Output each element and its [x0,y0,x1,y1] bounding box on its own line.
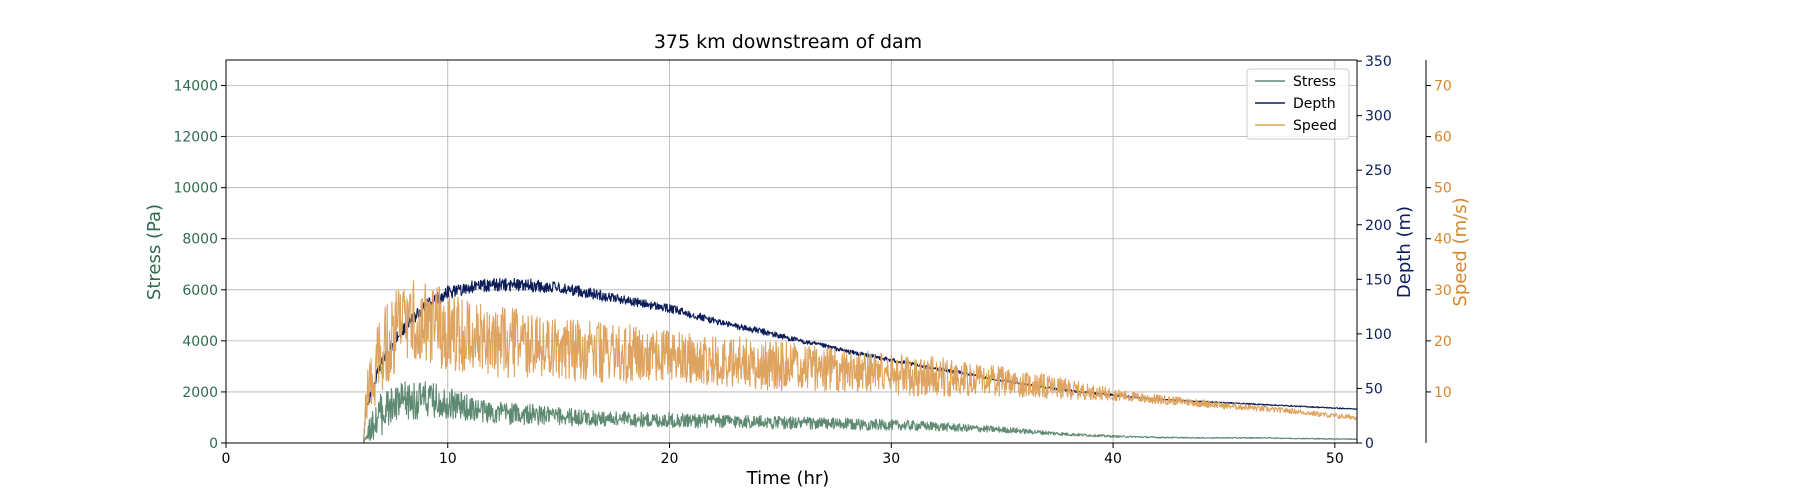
stress-tick-label: 10000 [173,181,218,197]
stress-tick-label: 14000 [173,79,218,95]
plot-frame [225,59,1358,444]
depth-tick-label: 50 [1365,381,1383,397]
plot-area [225,277,1358,444]
x-tick-label: 40 [1104,451,1122,467]
legend-label-stress: Stress [1293,74,1336,90]
stress-tick-label: 4000 [182,334,218,350]
stress-tick-label: 0 [209,436,218,452]
ticks: 0 10 20 30 40 5002000400060008000100001200014… [173,54,1451,467]
stress-tick-label: 12000 [173,130,218,146]
depth-tick-label: 350 [1365,54,1392,70]
legend-label-speed: Speed [1293,118,1337,134]
depth-tick-label: 300 [1365,109,1392,125]
depth-tick-label: 100 [1365,327,1392,343]
axes-frame [225,59,1427,444]
series-line-stress [225,381,1358,444]
depth-tick-label: 200 [1365,218,1392,234]
chart-title: 375 km downstream of dam [654,31,922,53]
speed-tick-label: 70 [1434,79,1452,95]
x-tick-label: 0 [222,451,231,467]
stress-tick-label: 2000 [182,385,218,401]
speed-tick-label: 20 [1434,334,1452,350]
legend-label-depth: Depth [1293,96,1336,112]
x-tick-label: 50 [1326,451,1344,467]
speed-tick-label: 30 [1434,283,1452,299]
x-tick-label: 20 [661,451,679,467]
x-axis-label: Time (hr) [746,468,830,489]
speed-tick-label: 40 [1434,232,1452,248]
y-axis-label-stress: Stress (Pa) [144,204,165,300]
depth-tick-label: 250 [1365,163,1392,179]
stress-tick-label: 6000 [182,283,218,299]
series-line-speed [225,279,1358,444]
x-tick-label: 30 [882,451,900,467]
stress-tick-label: 8000 [182,232,218,248]
x-tick-label: 10 [439,451,457,467]
depth-tick-label: 150 [1365,272,1392,288]
y-axis-label-speed: Speed (m/s) [1450,197,1471,306]
speed-tick-label: 50 [1434,181,1452,197]
speed-tick-label: 60 [1434,130,1452,146]
legend-box [1246,68,1350,140]
speed-tick-label: 10 [1434,385,1452,401]
legend: Stress Depth Speed [1246,68,1350,140]
depth-tick-label: 0 [1365,436,1374,452]
y-axis-label-depth: Depth (m) [1394,206,1415,298]
grid-lines [225,60,1357,444]
